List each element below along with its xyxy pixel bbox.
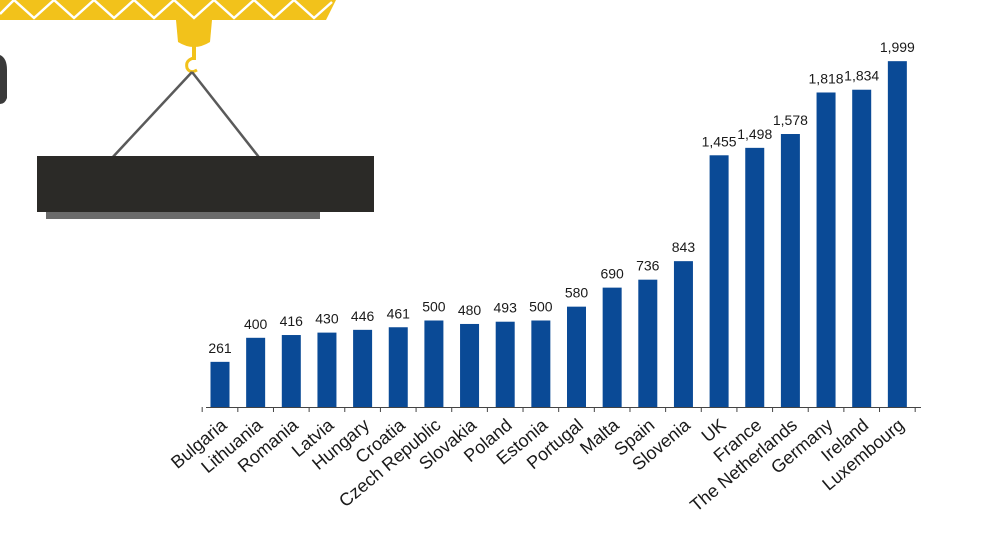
crane-jib-lattice: [0, 0, 333, 20]
bars-layer: [210, 61, 907, 408]
bar-uk: [709, 155, 729, 407]
bar-slovakia: [460, 323, 480, 407]
value-label: 261: [208, 340, 232, 356]
bar-slovenia: [673, 261, 693, 407]
bar-bulgaria: [210, 361, 230, 407]
hook-cable: [192, 46, 196, 60]
hook-block: [176, 20, 212, 47]
value-label: 1,818: [809, 70, 844, 86]
bar-luxembourg: [887, 61, 907, 408]
bar-latvia: [317, 332, 337, 407]
bar-france: [745, 147, 765, 407]
bar-czech-republic: [424, 320, 444, 407]
value-label: 430: [315, 311, 339, 327]
x-axis: [201, 407, 921, 412]
value-label: 446: [351, 308, 375, 324]
value-label: 736: [636, 258, 660, 274]
value-label: 500: [422, 299, 446, 315]
bar-estonia: [531, 320, 551, 407]
value-label: 1,834: [844, 68, 879, 84]
bar-ireland: [852, 89, 872, 407]
bar-spain: [638, 279, 658, 407]
bar-chart: 261 400 416 430 446 461 500 480 493 500 580 690 736 8…: [167, 39, 921, 516]
value-label: 400: [244, 316, 268, 332]
value-label: 480: [458, 302, 482, 318]
category-labels-layer: BulgariaLithuaniaRomaniaLatviaHungaryCro…: [167, 414, 908, 515]
bar-romania: [281, 335, 301, 407]
beam-load: [37, 156, 374, 212]
value-label: 843: [672, 239, 696, 255]
bar-the-netherlands: [780, 134, 800, 407]
value-label: 1,498: [737, 126, 772, 142]
value-label: 580: [565, 285, 589, 301]
bar-croatia: [388, 327, 408, 407]
value-labels-layer: 261 400 416 430 446 461 500 480 493 500 580 690 736 8…: [208, 39, 915, 356]
value-label: 416: [280, 313, 304, 329]
bar-malta: [602, 287, 622, 407]
value-label: 500: [529, 299, 553, 315]
counterweight: [0, 55, 7, 104]
bar-germany: [816, 92, 836, 408]
value-label: 461: [387, 305, 411, 321]
hook-icon: [185, 56, 198, 74]
value-label: 1,999: [880, 39, 915, 55]
value-label: 690: [600, 266, 624, 282]
bar-hungary: [353, 329, 373, 407]
value-label: 1,455: [702, 133, 737, 149]
value-label: 493: [494, 300, 518, 316]
bar-poland: [495, 321, 515, 407]
crane-illustration: [0, 0, 374, 219]
bar-lithuania: [246, 337, 266, 407]
crane-jib: [0, 0, 336, 20]
bar-portugal: [567, 306, 586, 407]
value-label: 1,578: [773, 112, 808, 128]
